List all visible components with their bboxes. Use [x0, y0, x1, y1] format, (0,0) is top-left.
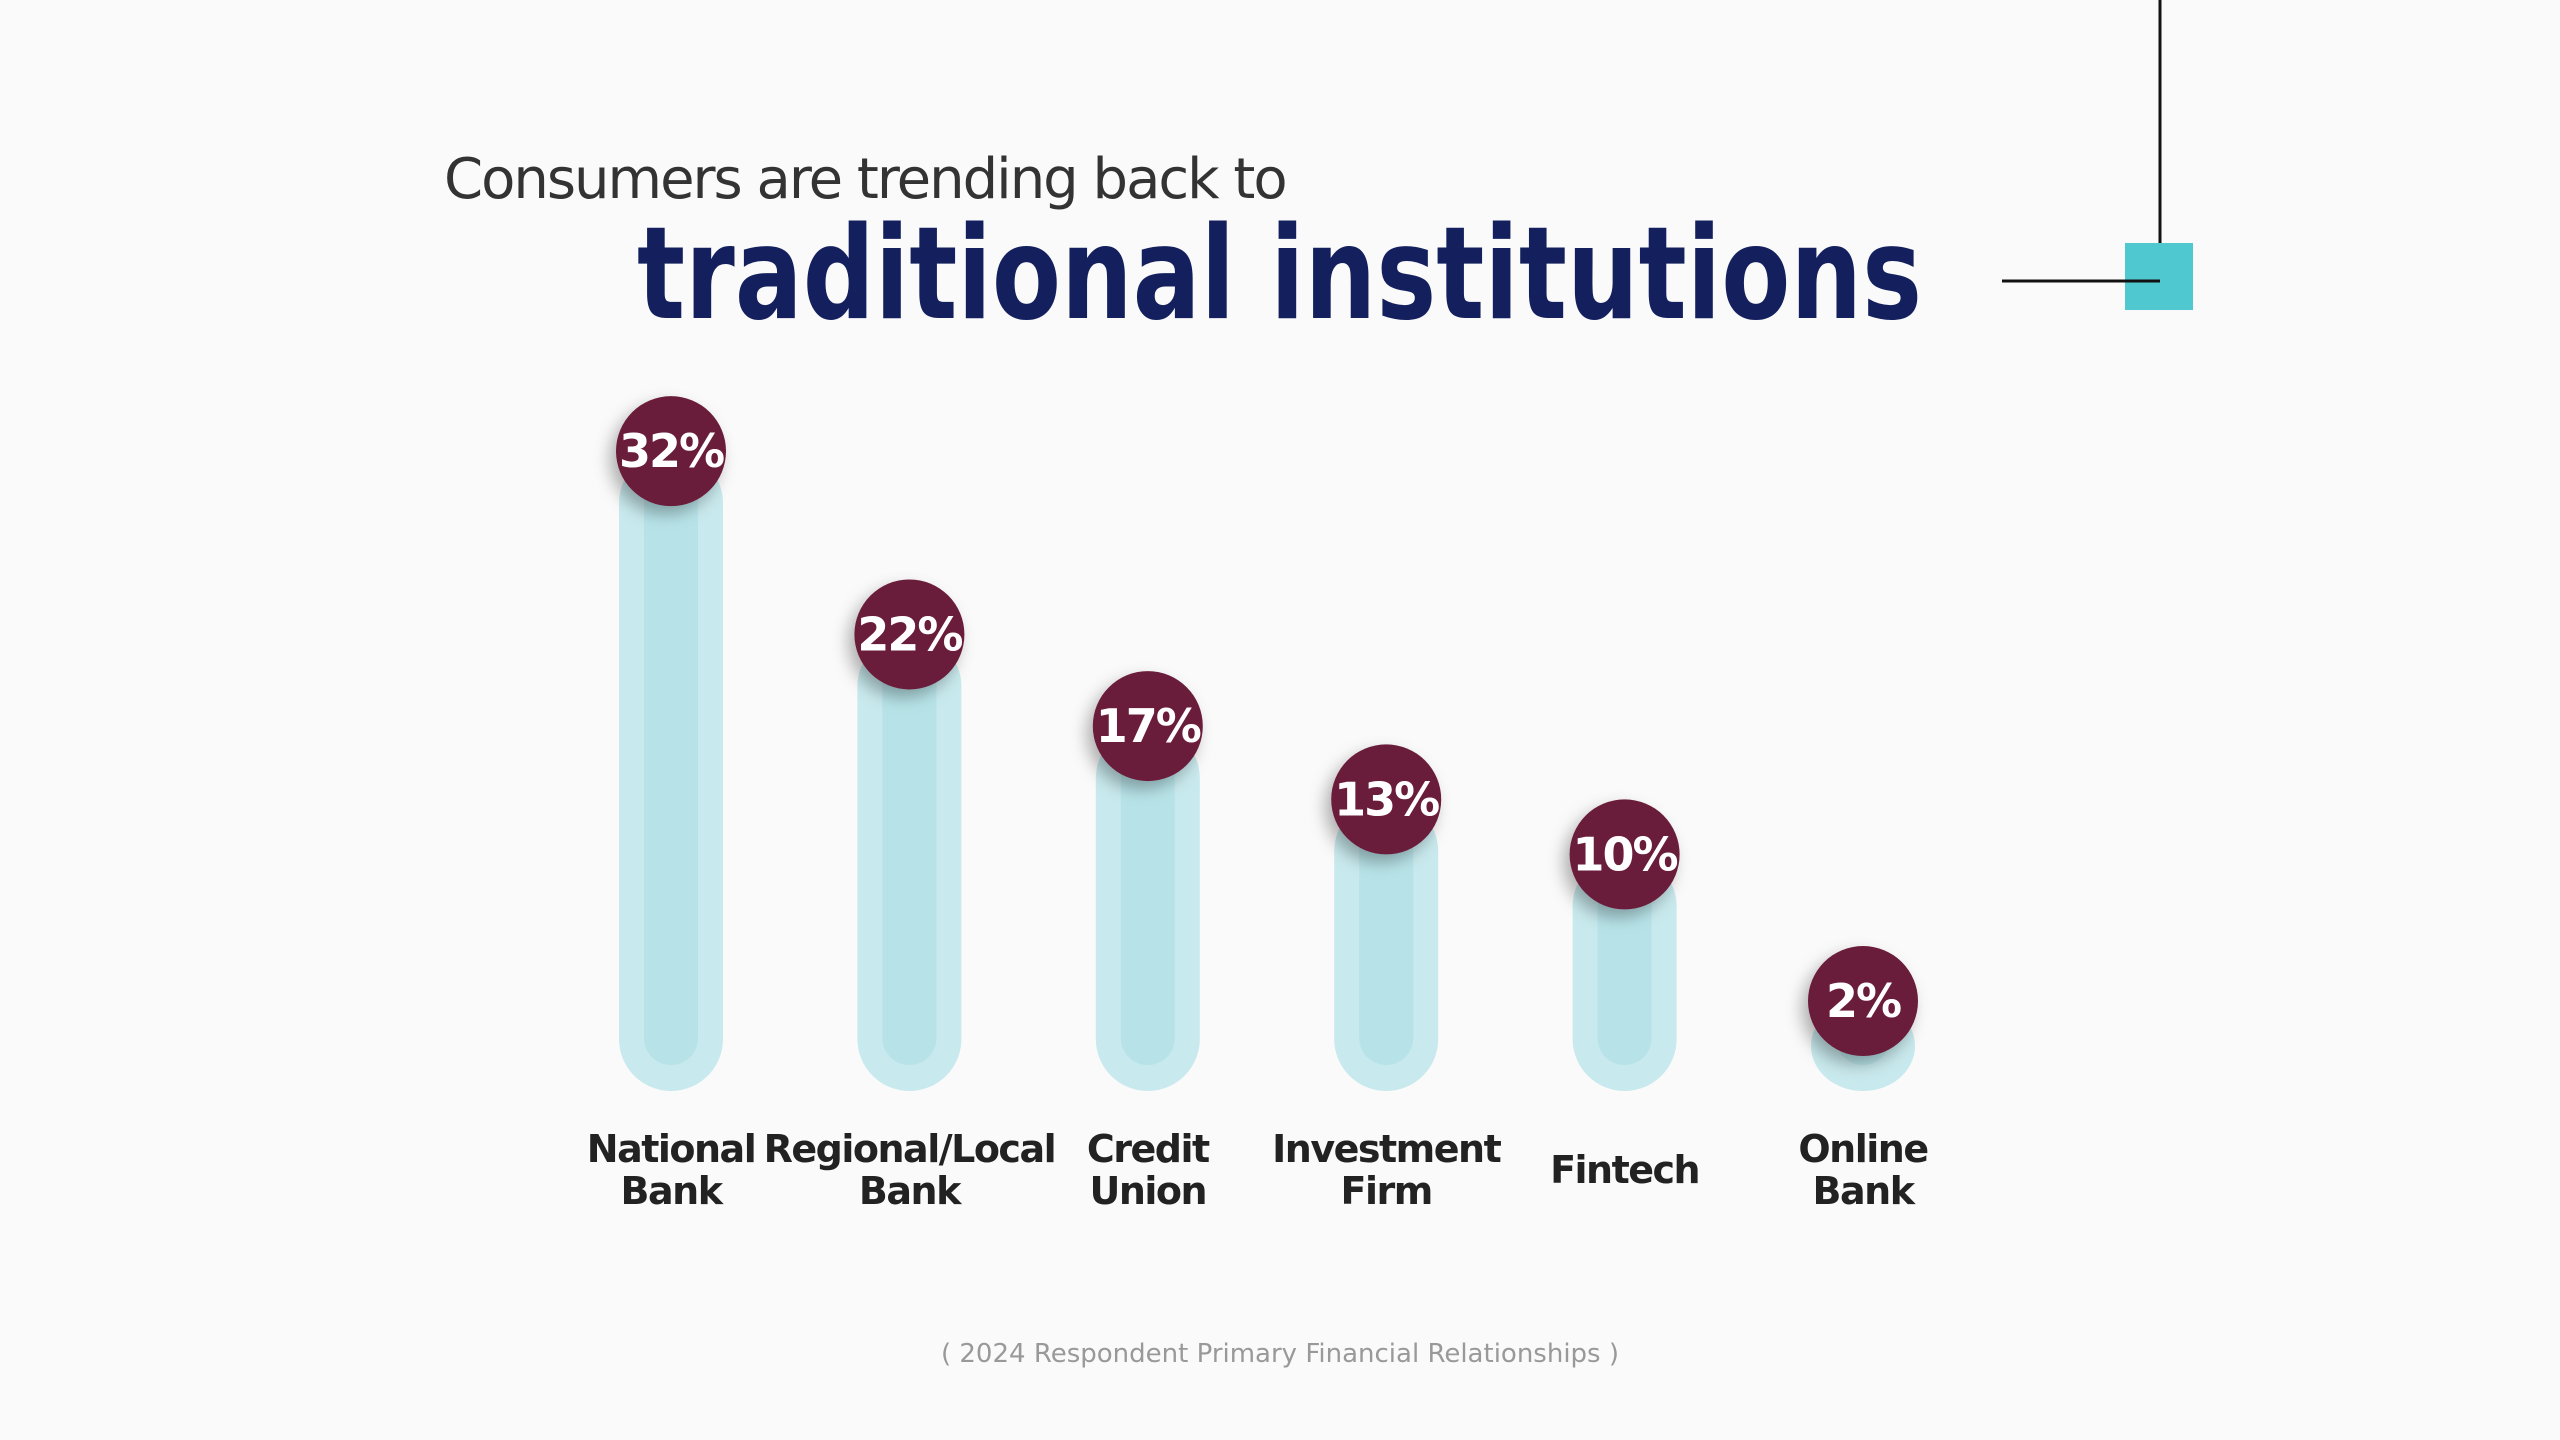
chart-title: traditional institutions	[637, 200, 1922, 349]
value-badge	[1092, 671, 1203, 782]
bar-inner	[1359, 799, 1414, 1065]
value-label: 17%	[1096, 699, 1201, 753]
value-label: 22%	[857, 607, 962, 661]
value-badge	[616, 396, 726, 507]
footnote: ( 2024 Respondent Primary Financial Rela…	[941, 1339, 1619, 1369]
value-label: 13%	[1334, 772, 1439, 826]
bar-inner	[644, 451, 698, 1065]
value-badge	[854, 579, 965, 690]
category-label: Investment Firm	[1272, 1127, 1502, 1213]
value-label: 10%	[1573, 827, 1678, 881]
value-badge	[1808, 946, 1918, 1057]
category-label: Regional/Local Bank	[763, 1127, 1057, 1213]
chart-subtitle: Consumers are trending back to	[444, 147, 1286, 212]
bar-inner	[882, 634, 937, 1065]
category-label: Online Bank	[1798, 1127, 1929, 1213]
value-label: 32%	[619, 424, 724, 478]
category-label: Fintech	[1550, 1148, 1701, 1192]
value-label: 2%	[1826, 974, 1901, 1028]
value-badge	[1331, 744, 1442, 855]
category-label: National Bank	[586, 1127, 757, 1213]
bar-inner	[1120, 726, 1175, 1065]
decor-square	[2125, 243, 2193, 310]
category-label: Credit Union	[1086, 1127, 1210, 1213]
value-badge	[1569, 799, 1680, 910]
